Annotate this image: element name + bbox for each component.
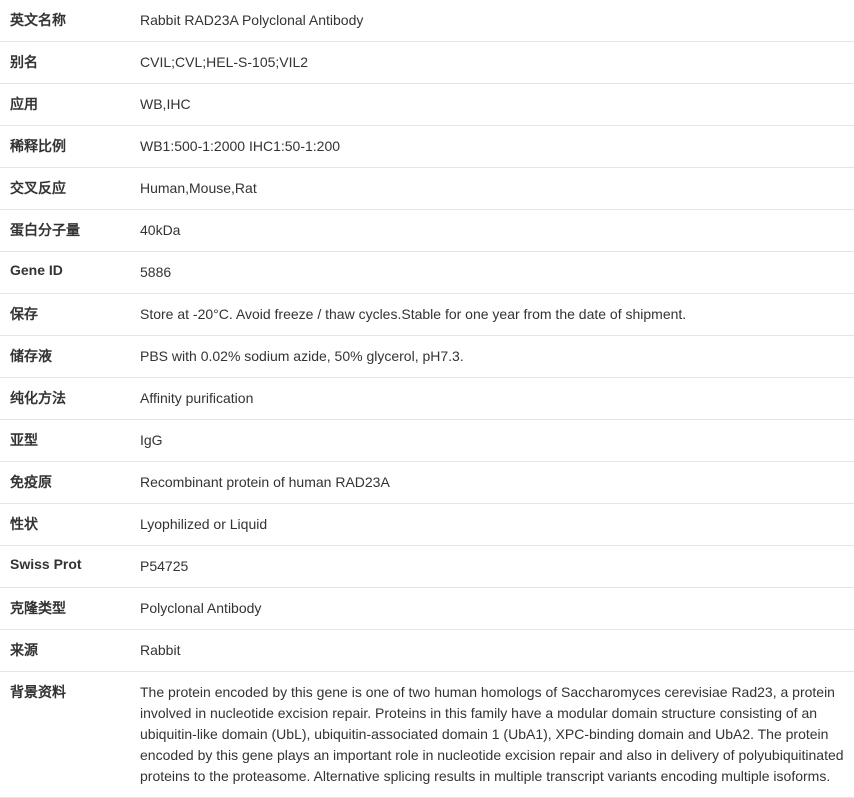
row-value: Polyclonal Antibody: [130, 588, 854, 630]
row-label: 储存液: [0, 336, 130, 378]
table-row: 应用 WB,IHC: [0, 84, 854, 126]
row-label: 来源: [0, 630, 130, 672]
row-value: WB1:500-1:2000 IHC1:50-1:200: [130, 126, 854, 168]
table-row: 蛋白分子量 40kDa: [0, 210, 854, 252]
table-row: 交叉反应 Human,Mouse,Rat: [0, 168, 854, 210]
table-row: 保存 Store at -20°C. Avoid freeze / thaw c…: [0, 294, 854, 336]
row-value: Recombinant protein of human RAD23A: [130, 462, 854, 504]
spec-table-body: 英文名称 Rabbit RAD23A Polyclonal Antibody 别…: [0, 0, 854, 798]
row-value: 5886: [130, 252, 854, 294]
row-label: 别名: [0, 42, 130, 84]
row-value: WB,IHC: [130, 84, 854, 126]
row-label: 稀释比例: [0, 126, 130, 168]
row-label: 纯化方法: [0, 378, 130, 420]
table-row: 别名 CVIL;CVL;HEL-S-105;VIL2: [0, 42, 854, 84]
row-value: Affinity purification: [130, 378, 854, 420]
row-value: Human,Mouse,Rat: [130, 168, 854, 210]
row-label: 亚型: [0, 420, 130, 462]
table-row: 背景资料 The protein encoded by this gene is…: [0, 672, 854, 798]
table-row: 免疫原 Recombinant protein of human RAD23A: [0, 462, 854, 504]
table-row: 亚型 IgG: [0, 420, 854, 462]
row-label: 应用: [0, 84, 130, 126]
row-value: Store at -20°C. Avoid freeze / thaw cycl…: [130, 294, 854, 336]
row-value: Rabbit RAD23A Polyclonal Antibody: [130, 0, 854, 42]
spec-table: 英文名称 Rabbit RAD23A Polyclonal Antibody 别…: [0, 0, 854, 798]
row-value: PBS with 0.02% sodium azide, 50% glycero…: [130, 336, 854, 378]
row-label: 克隆类型: [0, 588, 130, 630]
row-label: 免疫原: [0, 462, 130, 504]
row-label: Gene ID: [0, 252, 130, 294]
table-row: Swiss Prot P54725: [0, 546, 854, 588]
row-value: IgG: [130, 420, 854, 462]
table-row: 英文名称 Rabbit RAD23A Polyclonal Antibody: [0, 0, 854, 42]
row-value: 40kDa: [130, 210, 854, 252]
row-value: CVIL;CVL;HEL-S-105;VIL2: [130, 42, 854, 84]
table-row: Gene ID 5886: [0, 252, 854, 294]
table-row: 克隆类型 Polyclonal Antibody: [0, 588, 854, 630]
row-value: The protein encoded by this gene is one …: [130, 672, 854, 798]
table-row: 稀释比例 WB1:500-1:2000 IHC1:50-1:200: [0, 126, 854, 168]
row-label: 蛋白分子量: [0, 210, 130, 252]
row-label: 保存: [0, 294, 130, 336]
row-value: Lyophilized or Liquid: [130, 504, 854, 546]
table-row: 纯化方法 Affinity purification: [0, 378, 854, 420]
row-value: Rabbit: [130, 630, 854, 672]
table-row: 储存液 PBS with 0.02% sodium azide, 50% gly…: [0, 336, 854, 378]
row-label: 背景资料: [0, 672, 130, 798]
row-label: 英文名称: [0, 0, 130, 42]
row-label: 性状: [0, 504, 130, 546]
row-value: P54725: [130, 546, 854, 588]
table-row: 来源 Rabbit: [0, 630, 854, 672]
row-label: Swiss Prot: [0, 546, 130, 588]
row-label: 交叉反应: [0, 168, 130, 210]
table-row: 性状 Lyophilized or Liquid: [0, 504, 854, 546]
